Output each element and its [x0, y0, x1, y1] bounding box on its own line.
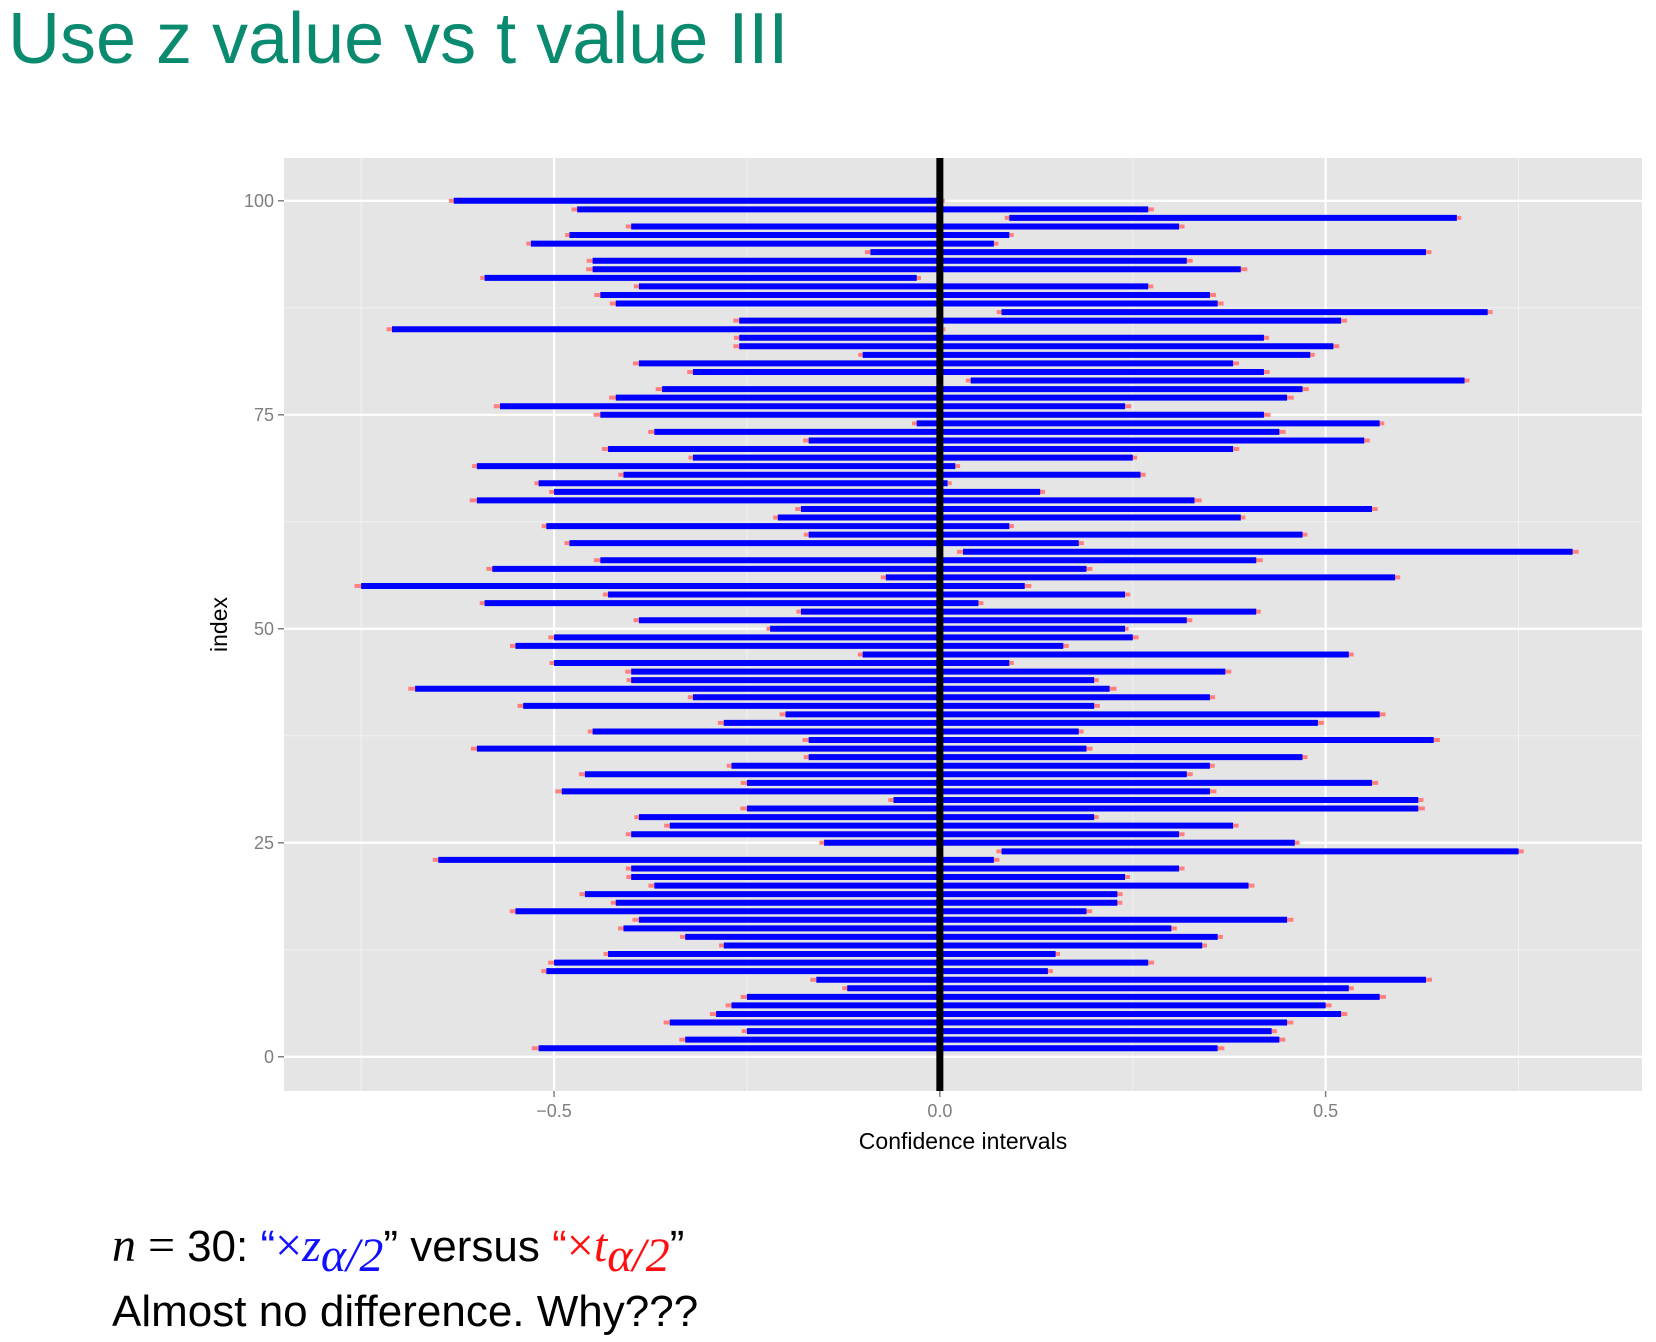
y-tick-label: 50	[254, 619, 274, 639]
axes: −0.5 0.0 0.5 0 25 50 75 100 Confidence intervals…	[206, 191, 1338, 1154]
caption-question: Almost no difference. Why???	[112, 1287, 699, 1336]
z-close-quote: ”	[383, 1222, 399, 1271]
confidence-interval-chart: −0.5 0.0 0.5 0 25 50 75 100 Confidence intervals…	[206, 158, 1642, 1154]
z-symbol: z	[302, 1219, 321, 1272]
slide-caption: n = 30: “×zα/2” versus “×tα/2” Almost no…	[112, 1218, 698, 1340]
slide-title: Use z value vs t value III	[8, 0, 789, 79]
x-axis-title: Confidence intervals	[859, 1128, 1067, 1154]
y-tick-label: 0	[264, 1047, 274, 1067]
grid-lines	[284, 158, 1642, 1091]
equals-sign: =	[136, 1219, 188, 1272]
x-tick-label: 0.0	[927, 1101, 952, 1121]
n-symbol: n	[112, 1219, 136, 1272]
y-tick-label: 100	[244, 191, 274, 211]
t-open-quote: “	[552, 1222, 567, 1271]
y-tick-label: 75	[254, 405, 274, 425]
versus-text: versus	[398, 1222, 553, 1271]
x-tick-label: −0.5	[536, 1101, 572, 1121]
z-open-quote: “	[260, 1222, 276, 1271]
y-tick-label: 25	[254, 833, 274, 853]
interval-marks	[354, 158, 1579, 1091]
x-tick-label: 0.5	[1313, 1101, 1338, 1121]
t-close-quote: ”	[669, 1222, 685, 1271]
t-times-sign: ×	[566, 1219, 594, 1272]
y-axis-title: index	[206, 597, 232, 652]
t-symbol: t	[593, 1219, 608, 1272]
t-subscript: α/2	[607, 1229, 670, 1282]
z-subscript: α/2	[320, 1229, 384, 1282]
n-value: 30:	[187, 1222, 261, 1271]
z-times-sign: ×	[275, 1219, 303, 1272]
